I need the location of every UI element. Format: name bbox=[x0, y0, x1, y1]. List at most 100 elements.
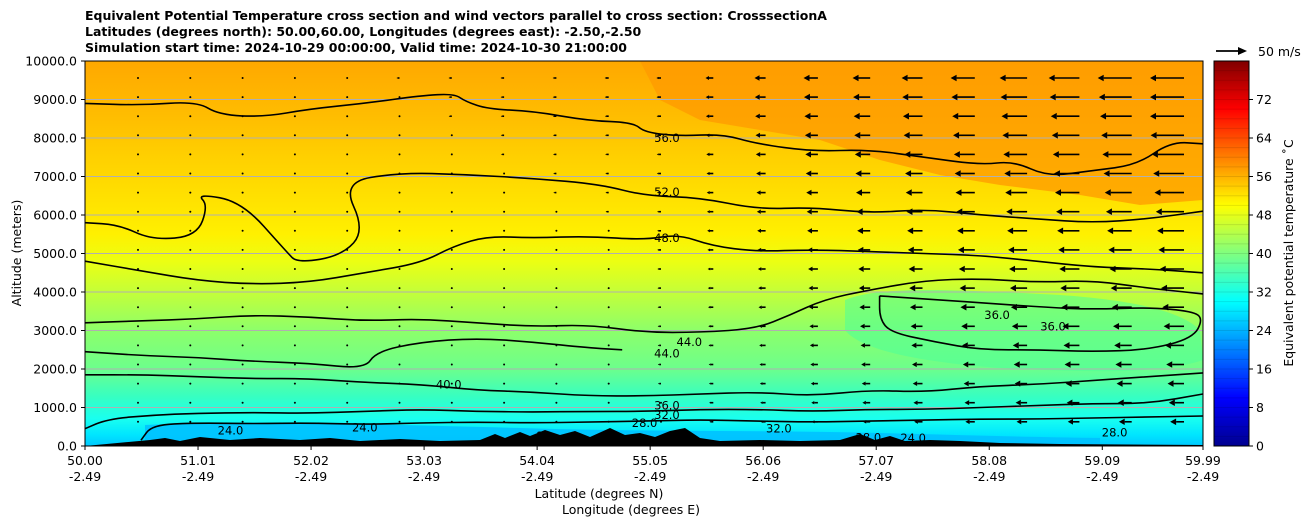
wind-vector bbox=[293, 96, 296, 99]
wind-vector bbox=[806, 189, 818, 196]
wind-vector bbox=[293, 344, 296, 347]
wind-vector bbox=[398, 134, 401, 137]
wind-vector bbox=[1003, 151, 1028, 158]
wind-vector bbox=[137, 134, 139, 137]
wind-vector bbox=[1060, 284, 1080, 292]
wind-vector bbox=[189, 210, 192, 213]
wind-vector bbox=[954, 170, 975, 177]
wind-vector bbox=[137, 401, 139, 404]
contour-label: 24.0 bbox=[218, 423, 244, 437]
wind-vector bbox=[1016, 419, 1028, 425]
wind-vector bbox=[552, 96, 557, 98]
wind-vector bbox=[1151, 151, 1184, 158]
wind-vector bbox=[808, 304, 818, 310]
wind-vector bbox=[552, 134, 557, 137]
wind-vector bbox=[189, 287, 192, 290]
colorbar-tick-label: 32 bbox=[1256, 285, 1272, 300]
colorbar-tick-label: 56 bbox=[1256, 169, 1272, 184]
wind-vector bbox=[503, 363, 506, 366]
colorbar-tick-label: 48 bbox=[1256, 208, 1272, 223]
wind-vector bbox=[503, 325, 506, 328]
wind-vector bbox=[1159, 265, 1184, 273]
wind-vector bbox=[657, 248, 661, 251]
wind-vector bbox=[605, 172, 609, 175]
wind-vector bbox=[808, 266, 818, 272]
wind-vector bbox=[241, 363, 244, 366]
wind-vector bbox=[450, 287, 453, 290]
wind-vector bbox=[759, 362, 766, 367]
wind-vector bbox=[1157, 227, 1184, 235]
wind-vector bbox=[803, 74, 818, 82]
wind-vector bbox=[605, 153, 609, 156]
wind-vector bbox=[656, 153, 661, 156]
wind-vector bbox=[862, 400, 871, 405]
wind-vector bbox=[553, 153, 557, 156]
wind-vector bbox=[758, 324, 766, 328]
y-tick-label: 10000.0 bbox=[25, 54, 77, 69]
wind-vector bbox=[902, 112, 923, 120]
wind-vector bbox=[956, 208, 975, 215]
quiver-key-arrow-head bbox=[1238, 47, 1247, 55]
wind-vector bbox=[346, 229, 349, 232]
wind-vector bbox=[660, 420, 662, 423]
contour-label: 36.0 bbox=[654, 398, 680, 412]
wind-vector bbox=[854, 151, 871, 158]
wind-vector bbox=[1053, 170, 1080, 177]
wind-vector bbox=[1056, 208, 1080, 215]
wind-vector bbox=[293, 420, 296, 423]
wind-vector bbox=[137, 248, 139, 251]
wind-vector bbox=[450, 172, 453, 175]
wind-vector bbox=[555, 248, 558, 251]
wind-vector bbox=[555, 363, 558, 366]
wind-vector bbox=[189, 134, 192, 137]
wind-vector bbox=[450, 382, 453, 385]
wind-vector bbox=[293, 268, 296, 270]
wind-vector bbox=[709, 420, 714, 423]
wind-vector bbox=[189, 382, 192, 385]
wind-vector bbox=[854, 132, 871, 139]
wind-vector bbox=[137, 153, 139, 156]
wind-vector bbox=[555, 210, 558, 213]
wind-vector bbox=[346, 306, 349, 309]
contour-label: 32.0 bbox=[766, 422, 792, 436]
contour-label: 32.0 bbox=[654, 408, 680, 422]
wind-vector bbox=[346, 344, 349, 347]
wind-vector bbox=[705, 95, 714, 99]
wind-vector bbox=[708, 305, 714, 309]
contour-label: 44.0 bbox=[654, 346, 680, 360]
wind-vector bbox=[607, 306, 610, 309]
wind-vector bbox=[398, 115, 401, 118]
wind-vector bbox=[1010, 303, 1028, 311]
wind-vector bbox=[1048, 74, 1080, 82]
wind-vector bbox=[913, 400, 923, 405]
wind-vector bbox=[1058, 246, 1080, 254]
x-tick-label-lon: -2.49 bbox=[1086, 469, 1118, 484]
wind-vector bbox=[1001, 112, 1028, 120]
wind-vector bbox=[955, 189, 975, 196]
wind-vector bbox=[503, 248, 506, 251]
wind-vector bbox=[503, 420, 506, 423]
wind-vector bbox=[965, 419, 975, 425]
wind-vector bbox=[1150, 112, 1184, 120]
wind-vector bbox=[450, 363, 453, 366]
wind-vector bbox=[450, 191, 453, 194]
wind-vector bbox=[398, 420, 401, 423]
wind-vector bbox=[1066, 399, 1080, 406]
terrain-silhouette bbox=[85, 428, 1203, 446]
wind-vector bbox=[137, 268, 139, 270]
wind-vector bbox=[1000, 93, 1028, 101]
wind-vector bbox=[137, 229, 139, 232]
wind-vector bbox=[605, 210, 609, 213]
wind-vector bbox=[903, 132, 923, 139]
wind-vector bbox=[805, 170, 818, 177]
colorbar-tick-label: 16 bbox=[1256, 362, 1272, 377]
contour-label: 52.0 bbox=[654, 185, 680, 199]
wind-vector bbox=[398, 306, 401, 309]
wind-vector bbox=[346, 268, 349, 270]
wind-vector bbox=[952, 112, 975, 120]
wind-vector bbox=[708, 344, 714, 347]
wind-vector bbox=[137, 191, 139, 194]
wind-vector bbox=[807, 228, 818, 234]
wind-vector bbox=[398, 248, 401, 251]
wind-vector bbox=[1051, 132, 1080, 139]
